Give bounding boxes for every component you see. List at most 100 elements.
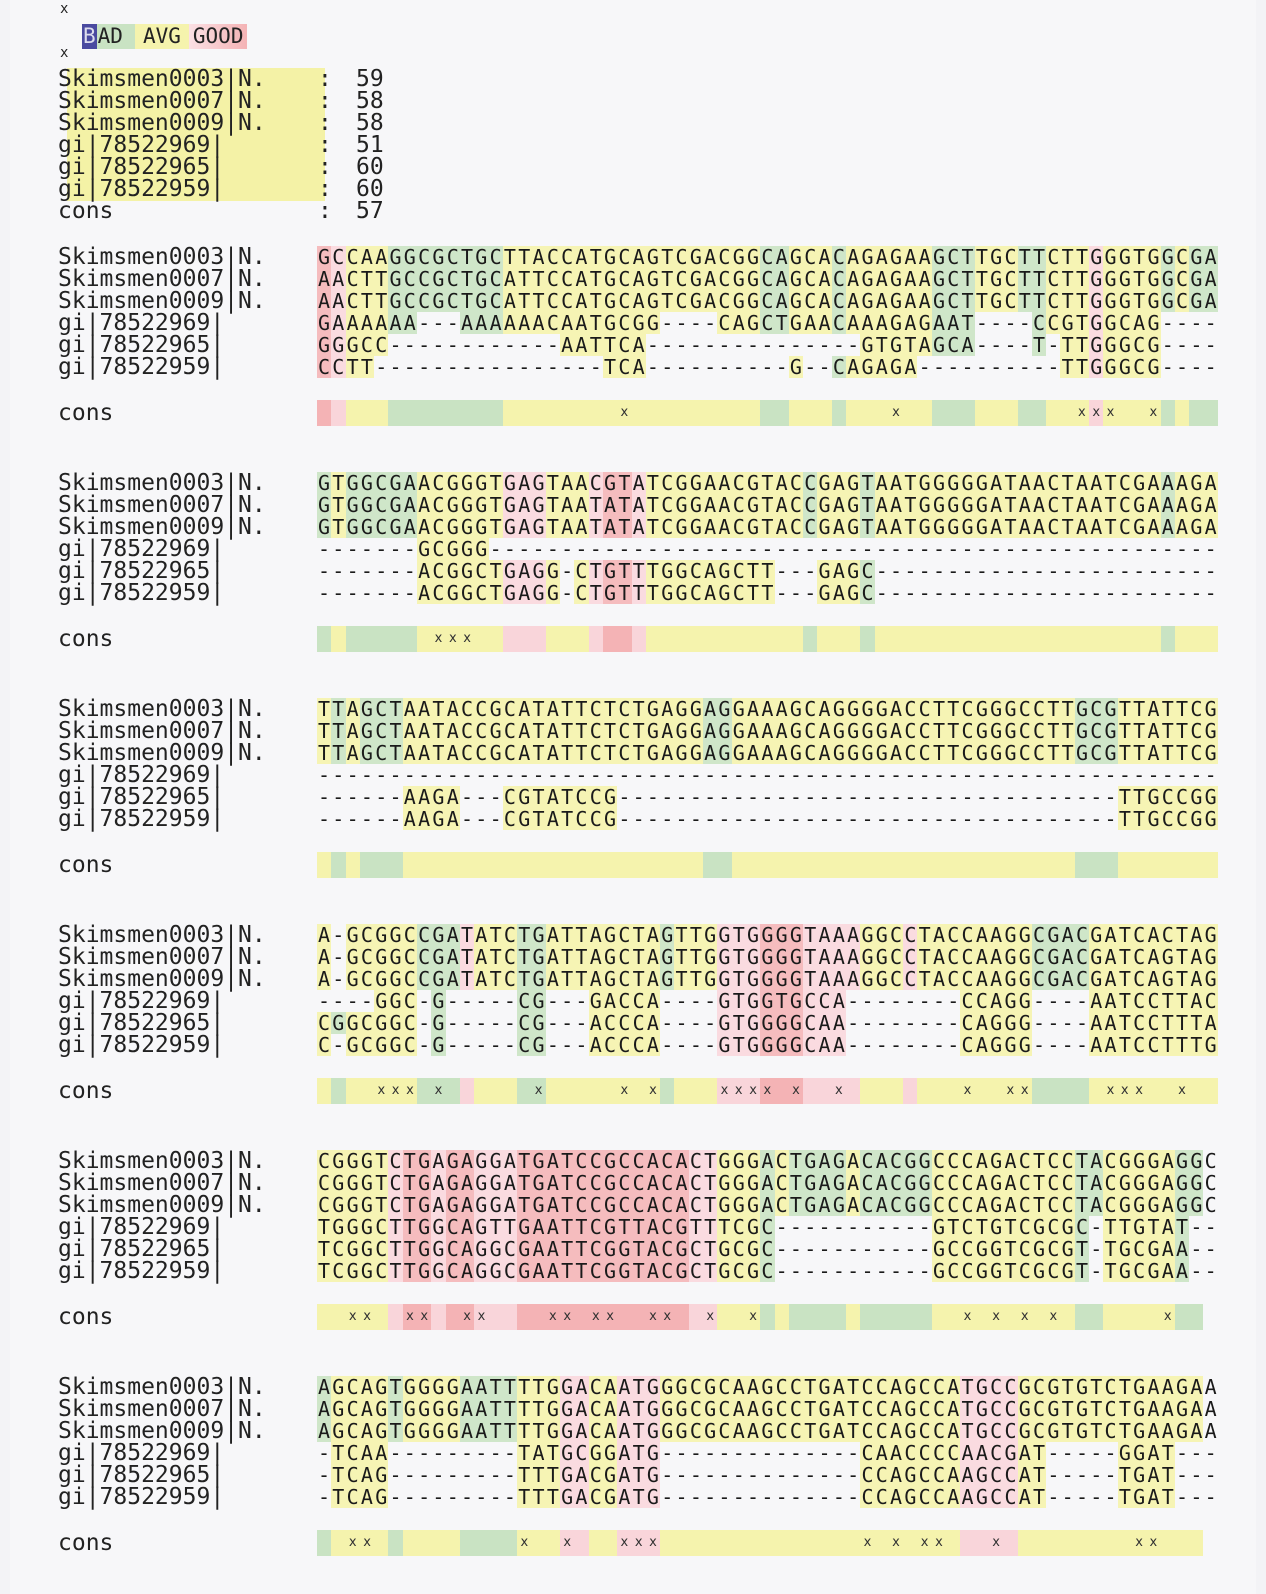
residue-cell	[745, 516, 761, 538]
sequence-name: Skimsmen0009|N.	[58, 1192, 266, 1218]
residue-cell	[1146, 290, 1161, 312]
residue-cell	[359, 1034, 375, 1056]
residue-cell	[1003, 268, 1018, 290]
residue-cell	[831, 516, 846, 538]
residue-cell	[602, 1376, 618, 1398]
residue-cell	[803, 516, 818, 538]
consensus-cell	[974, 1304, 989, 1330]
residue-cell	[388, 246, 403, 268]
residue-cell	[931, 742, 947, 764]
residue-cell	[617, 494, 632, 516]
residue-cell	[1089, 1172, 1104, 1194]
residue-cell	[374, 968, 389, 990]
residue-cell	[388, 312, 403, 334]
residue-cell	[1003, 1260, 1018, 1282]
residue-cell	[988, 924, 1004, 946]
residue-cell	[574, 268, 589, 290]
residue-cell	[1060, 1216, 1075, 1238]
residue-cell	[988, 968, 1004, 990]
residue-cell	[1060, 742, 1075, 764]
residue-cell	[1117, 1194, 1132, 1216]
residue-cell	[1074, 1238, 1090, 1260]
consensus-cell	[317, 852, 332, 878]
residue-cell	[374, 698, 389, 720]
residue-cell	[1074, 946, 1090, 968]
consensus-cell	[645, 626, 661, 652]
residue-cell	[388, 1376, 403, 1398]
residue-highlight	[317, 720, 1218, 742]
residue-cell	[359, 1150, 375, 1172]
residue-cell	[731, 1260, 746, 1282]
consensus-cell	[903, 400, 918, 426]
residue-cell	[1074, 698, 1090, 720]
residue-cell	[1203, 246, 1218, 268]
residue-cell	[617, 720, 632, 742]
residue-cell	[488, 698, 503, 720]
residue-cell	[917, 516, 932, 538]
consensus-cell	[688, 400, 704, 426]
residue-cell	[1103, 268, 1118, 290]
residue-cell	[831, 494, 846, 516]
residue-cell	[602, 1420, 618, 1442]
residue-cell	[931, 494, 947, 516]
residue-cell	[660, 494, 675, 516]
residue-cell	[1160, 808, 1175, 830]
residue-cell	[445, 698, 460, 720]
sequence-row: CGGGTCTGAGAGGATGATCCGCCACACTGGGACTGAGACA…	[318, 1193, 1219, 1217]
residue-cell	[1117, 1376, 1132, 1398]
residue-cell	[688, 742, 704, 764]
residue-cell	[345, 720, 360, 742]
residue-cell	[1031, 516, 1047, 538]
consensus-cell	[574, 1530, 589, 1556]
residue-highlight	[317, 1420, 1218, 1442]
residue-cell	[560, 1172, 575, 1194]
residue-cell	[831, 582, 846, 604]
sequence-row: TCGGCTTGGCAGGCGAATTCGGTACGCTGCGC--------…	[318, 1237, 1219, 1261]
residue-cell	[488, 1398, 503, 1420]
consensus-cell	[946, 1530, 961, 1556]
consensus-mark: x	[445, 626, 460, 652]
residue-cell	[1117, 1442, 1132, 1464]
consensus-cell	[517, 1078, 532, 1104]
residue-cell	[988, 472, 1004, 494]
residue-cell	[317, 290, 332, 312]
residue-cell	[1146, 1260, 1161, 1282]
residue-cell	[474, 1260, 489, 1282]
residue-cell	[1146, 334, 1161, 356]
residue-cell	[1103, 698, 1118, 720]
residue-cell	[388, 990, 403, 1012]
residue-cell	[1046, 698, 1061, 720]
residue-cell	[502, 1238, 518, 1260]
consensus-cell	[1189, 400, 1204, 426]
residue-cell	[1131, 968, 1147, 990]
residue-cell	[459, 1194, 475, 1216]
residue-cell	[1117, 472, 1132, 494]
sequence-row: CGGGTCTGAGAGGATGATCCGCCACACTGGGACTGAGACA…	[318, 1171, 1219, 1195]
residue-cell	[459, 1398, 475, 1420]
residue-cell	[417, 1194, 432, 1216]
sequence-row: -TCAA---------TATGCGGATG--------------CA…	[318, 1441, 1219, 1465]
residue-cell	[1146, 246, 1161, 268]
residue-cell	[431, 720, 446, 742]
residue-cell	[903, 1150, 918, 1172]
residue-cell	[631, 1464, 646, 1486]
residue-cell	[946, 924, 961, 946]
residue-cell	[745, 1398, 761, 1420]
residue-cell	[1174, 742, 1190, 764]
residue-cell	[445, 560, 460, 582]
residue-cell	[617, 946, 632, 968]
residue-cell	[788, 246, 804, 268]
residue-cell	[788, 1172, 804, 1194]
residue-cell	[1131, 946, 1147, 968]
residue-cell	[602, 312, 618, 334]
residue-cell	[1003, 990, 1018, 1012]
residue-cell	[359, 742, 375, 764]
consensus-cell	[1017, 400, 1032, 426]
residue-cell	[946, 1172, 961, 1194]
residue-cell	[845, 560, 861, 582]
residue-cell	[502, 808, 518, 830]
residue-cell	[459, 290, 475, 312]
residue-cell	[588, 990, 603, 1012]
consensus-cell	[674, 1304, 689, 1330]
residue-cell	[317, 334, 332, 356]
